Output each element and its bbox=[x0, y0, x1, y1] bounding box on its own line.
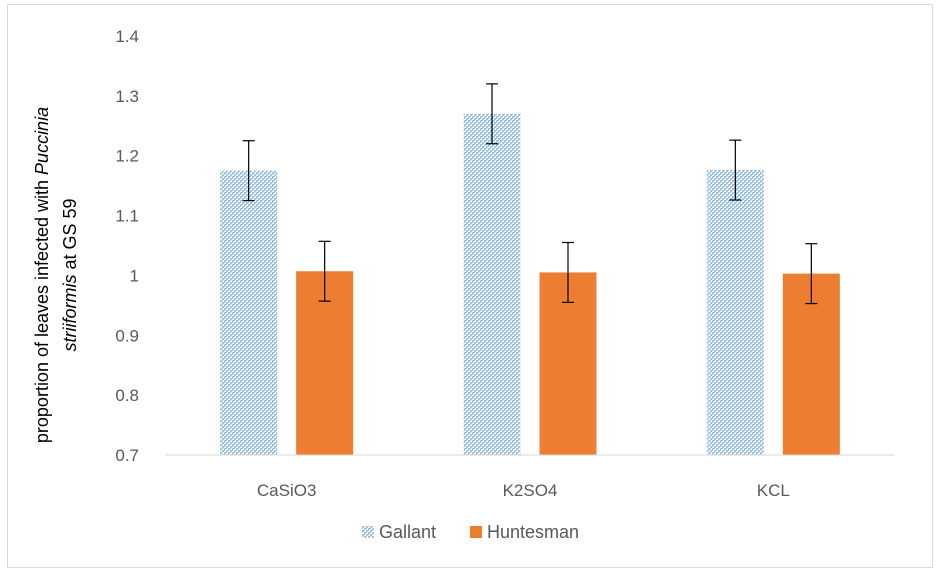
y-axis-label-line1-italic: Puccinia bbox=[32, 107, 52, 175]
x-tick-label: KCL bbox=[757, 481, 790, 500]
y-axis-label-line2-italic: striiformis bbox=[60, 275, 80, 352]
bar-huntesman bbox=[296, 271, 354, 455]
y-tick-label: 1 bbox=[130, 266, 139, 285]
legend-swatch-gallant bbox=[362, 526, 374, 538]
legend-label-huntesman: Huntesman bbox=[487, 522, 579, 542]
legend: Gallant Huntesman bbox=[362, 522, 579, 542]
y-axis-label-line1-prefix: proportion of leaves infected with bbox=[32, 175, 52, 443]
y-tick-label: 0.7 bbox=[115, 446, 139, 465]
bar-gallant bbox=[706, 170, 764, 455]
y-tick-label: 1.4 bbox=[115, 27, 139, 46]
y-tick-label: 0.9 bbox=[115, 326, 139, 345]
bars-group bbox=[220, 113, 840, 456]
y-tick-label: 0.8 bbox=[115, 386, 139, 405]
x-tick-label: CaSiO3 bbox=[257, 481, 317, 500]
y-tick-label: 1.2 bbox=[115, 147, 139, 166]
y-axis-label-line2: striiformis at GS 59 bbox=[60, 198, 80, 351]
bar-gallant bbox=[220, 170, 278, 455]
error-bars-group bbox=[242, 83, 818, 305]
y-tick-label: 1.3 bbox=[115, 87, 139, 106]
y-tick-label: 1.1 bbox=[115, 207, 139, 226]
bar-gallant bbox=[463, 113, 521, 456]
legend-swatch-huntesman bbox=[470, 526, 482, 538]
y-axis-label-line2-suffix: at GS 59 bbox=[60, 198, 80, 274]
legend-label-gallant: Gallant bbox=[379, 522, 436, 542]
y-axis-ticks: 1.4 1.3 1.2 1.1 1 0.9 0.8 0.7 bbox=[115, 27, 139, 465]
y-axis-label: proportion of leaves infected with Pucci… bbox=[32, 107, 52, 443]
x-axis-labels: CaSiO3 K2SO4 KCL bbox=[257, 481, 790, 500]
x-tick-label: K2SO4 bbox=[503, 481, 558, 500]
